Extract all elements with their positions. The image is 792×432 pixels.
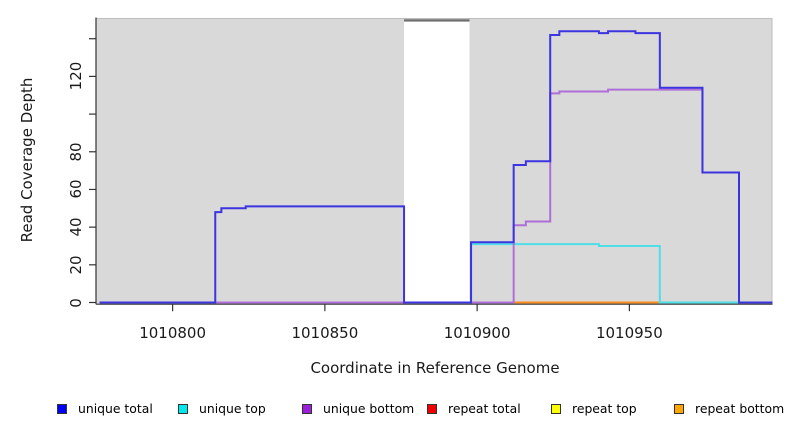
legend-swatch-unique-total xyxy=(57,403,67,414)
y-tick-label: 20 xyxy=(67,255,85,275)
legend-swatch-unique-top xyxy=(178,403,188,414)
legend-label: unique total xyxy=(78,401,153,416)
legend-item-unique-top: unique top xyxy=(178,401,266,416)
legend-label: repeat total xyxy=(448,401,521,416)
legend-label: repeat bottom xyxy=(695,401,785,416)
y-tick-label: 120 xyxy=(67,62,85,91)
y-tick-label: 40 xyxy=(67,217,85,237)
y-axis-title: Read Coverage Depth xyxy=(18,77,36,243)
legend-item-repeat-bottom: repeat bottom xyxy=(674,401,784,416)
legend-swatch-repeat-bottom xyxy=(674,403,684,414)
plot-panel-right xyxy=(469,18,773,305)
x-tick-label: 1010850 xyxy=(291,324,359,342)
x-tick-label: 1010900 xyxy=(443,324,511,342)
legend-swatch-repeat-total xyxy=(427,403,437,414)
x-tick-label: 1010800 xyxy=(139,324,207,342)
x-axis-title: Coordinate in Reference Genome xyxy=(310,359,560,377)
plot-panel-left xyxy=(96,18,405,305)
y-tick-label: 80 xyxy=(67,142,85,162)
x-tick-label: 1010950 xyxy=(595,324,663,342)
legend-item-unique-bottom: unique bottom xyxy=(302,401,414,416)
legend-swatch-repeat-top xyxy=(551,403,561,414)
plot-box-light-edge xyxy=(96,18,773,305)
legend-label: repeat top xyxy=(572,401,637,416)
legend-label: unique top xyxy=(199,401,266,416)
legend-label: unique bottom xyxy=(323,401,415,416)
legend-swatch-unique-bottom xyxy=(302,403,312,414)
series-line-unique-total xyxy=(99,30,773,304)
legend-item-repeat-total: repeat total xyxy=(427,401,521,416)
legend-item-repeat-top: repeat top xyxy=(551,401,637,416)
legend: unique total unique top unique bottom re… xyxy=(0,401,792,421)
y-tick-label: 60 xyxy=(67,179,85,199)
legend-item-unique-total: unique total xyxy=(57,401,153,416)
gap-marker-bar xyxy=(404,19,470,22)
y-tick-label: 0 xyxy=(67,297,85,308)
